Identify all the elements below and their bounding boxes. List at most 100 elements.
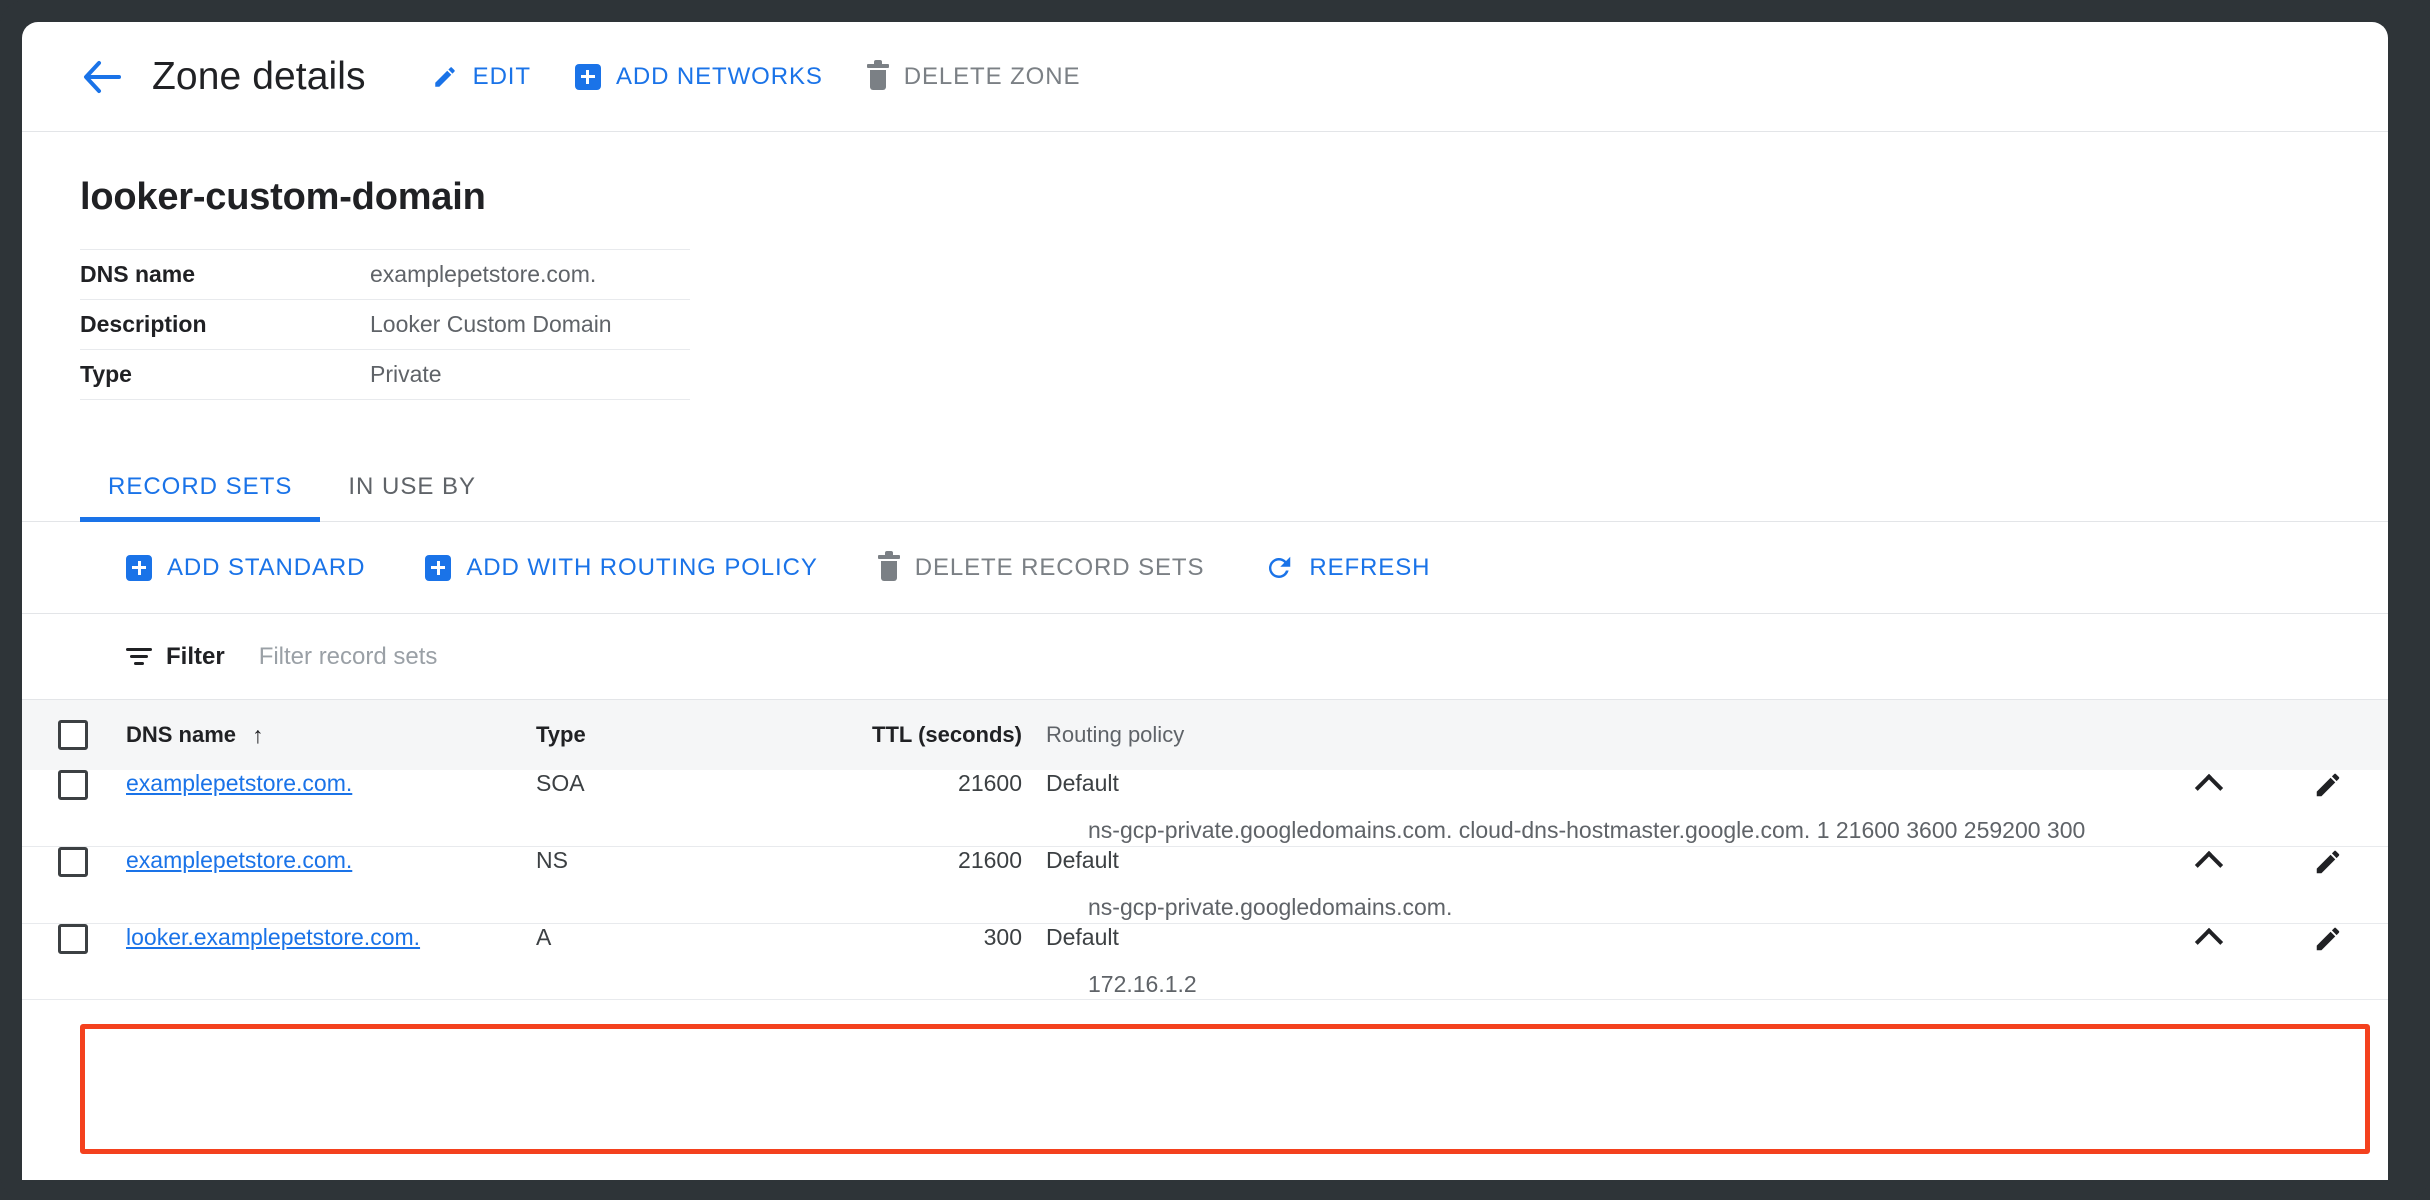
refresh-button[interactable]: REFRESH: [1264, 553, 1430, 583]
column-header-routing-policy[interactable]: Routing policy: [1046, 722, 1185, 747]
zone-details-table: DNS name examplepetstore.com. Descriptio…: [80, 249, 690, 400]
delete-record-sets-label: DELETE RECORD SETS: [914, 553, 1205, 581]
record-sets-toolbar: ADD STANDARD ADD WITH ROUTING POLICY DEL…: [22, 522, 2388, 614]
table-row[interactable]: examplepetstore.com. SOA 21600 Default n…: [22, 770, 2388, 847]
row-ttl-cell: 21600: [776, 770, 1046, 846]
chevron-up-icon[interactable]: [2150, 770, 2268, 796]
column-header-dns-name-label: DNS name: [126, 722, 237, 747]
row-routing-policy: Default: [1046, 770, 1119, 796]
row-type-cell: SOA: [536, 770, 585, 796]
tab-bar: RECORD SETS IN USE BY: [22, 452, 2388, 522]
detail-key-dns-name: DNS name: [80, 261, 196, 287]
row-collapse-cell: [2150, 846, 2268, 923]
filter-input[interactable]: Filter record sets: [258, 642, 438, 670]
back-arrow-icon[interactable]: [76, 50, 130, 104]
top-app-bar: Zone details EDIT ADD NETWORKS: [22, 22, 2388, 132]
edit-zone-button[interactable]: EDIT: [432, 63, 531, 91]
column-header-ttl[interactable]: TTL (seconds): [776, 700, 1046, 770]
row-collapse-cell: [2150, 923, 2268, 1000]
row-edit-cell: [2268, 846, 2388, 923]
tab-record-sets-label: RECORD SETS: [108, 473, 293, 500]
table-row: DNS name examplepetstore.com.: [80, 249, 690, 300]
add-with-routing-policy-label: ADD WITH ROUTING POLICY: [466, 553, 818, 581]
row-ttl-value: 300: [983, 923, 1022, 950]
detail-key-type: Type: [80, 361, 132, 387]
row-rrdata: ns-gcp-private.googledomains.com. cloud-…: [1088, 817, 2086, 843]
row-ttl-value: 21600: [958, 846, 1022, 873]
edit-zone-label: EDIT: [472, 62, 531, 90]
row-rrdata: 172.16.1.2: [1088, 970, 1197, 997]
pencil-icon[interactable]: [2268, 847, 2388, 877]
add-networks-button[interactable]: ADD NETWORKS: [574, 62, 823, 91]
row-ttl-cell: 21600: [776, 846, 1046, 923]
table-row[interactable]: examplepetstore.com. NS 21600 Default ns…: [22, 846, 2388, 924]
detail-value-dns-name: examplepetstore.com.: [370, 261, 597, 287]
filter-bar: Filter Filter record sets: [22, 614, 2388, 700]
select-all-header: [22, 700, 126, 770]
row-select-cell: [22, 923, 126, 1000]
column-header-ttl-label: TTL (seconds): [872, 722, 1022, 747]
chevron-up-icon[interactable]: [2150, 924, 2268, 950]
page-surface: Zone details EDIT ADD NETWORKS: [22, 22, 2388, 1180]
row-checkbox[interactable]: [58, 923, 88, 954]
record-sets-table: DNS name ↑ Type TTL (seconds) Routing po…: [22, 700, 2388, 1000]
add-standard-button[interactable]: ADD STANDARD: [126, 554, 365, 582]
detail-value-type: Private: [370, 361, 442, 387]
zone-summary-section: looker-custom-domain DNS name examplepet…: [22, 132, 2388, 400]
column-header-type[interactable]: Type: [536, 722, 586, 747]
table-header-row: DNS name ↑ Type TTL (seconds) Routing po…: [22, 700, 2388, 770]
row-routing-cell: Default ns-gcp-private.googledomains.com…: [1046, 770, 2150, 846]
add-networks-label: ADD NETWORKS: [615, 62, 823, 90]
plus-box-icon: [126, 554, 152, 581]
plus-box-icon: [574, 63, 601, 90]
column-header-dns-name[interactable]: DNS name ↑: [126, 700, 536, 770]
trash-icon: [866, 59, 889, 90]
detail-value-description: Looker Custom Domain: [370, 311, 612, 337]
pencil-icon[interactable]: [2268, 924, 2388, 954]
row-type-cell: NS: [536, 846, 568, 873]
filter-label: Filter: [166, 642, 225, 670]
row-type-cell: A: [536, 923, 552, 950]
row-select-cell: [22, 846, 126, 923]
tab-in-use-by[interactable]: IN USE BY: [320, 473, 504, 521]
add-with-routing-policy-button[interactable]: ADD WITH ROUTING POLICY: [425, 554, 817, 582]
refresh-label: REFRESH: [1309, 553, 1431, 581]
filter-icon[interactable]: [126, 647, 152, 667]
column-header-edit: [2268, 700, 2388, 770]
delete-zone-button[interactable]: DELETE ZONE: [866, 59, 1081, 91]
table-row: Description Looker Custom Domain: [80, 299, 690, 350]
highlight-annotation-box: [80, 1024, 2370, 1154]
select-all-checkbox[interactable]: [58, 720, 88, 750]
delete-zone-label: DELETE ZONE: [903, 62, 1081, 90]
row-checkbox[interactable]: [58, 846, 88, 877]
row-ttl-value: 21600: [958, 770, 1022, 796]
trash-icon: [877, 550, 900, 581]
detail-key-description: Description: [80, 311, 207, 337]
row-routing-cell: Default ns-gcp-private.googledomains.com…: [1046, 846, 2150, 923]
dns-name-link[interactable]: looker.examplepetstore.com.: [126, 923, 421, 950]
row-edit-cell: [2268, 770, 2388, 846]
dns-name-link[interactable]: examplepetstore.com.: [126, 846, 353, 873]
row-edit-cell: [2268, 923, 2388, 1000]
dns-name-link[interactable]: examplepetstore.com.: [126, 770, 353, 796]
row-routing-cell: Default 172.16.1.2: [1046, 923, 2150, 1000]
row-checkbox[interactable]: [58, 770, 88, 800]
page-title: Zone details: [152, 54, 366, 98]
refresh-icon: [1264, 553, 1294, 583]
tab-in-use-by-label: IN USE BY: [348, 473, 477, 500]
tab-record-sets[interactable]: RECORD SETS: [80, 473, 321, 522]
row-ttl-cell: 300: [776, 923, 1046, 1000]
sort-ascending-icon: ↑: [252, 721, 264, 748]
add-standard-label: ADD STANDARD: [167, 553, 366, 581]
chevron-up-icon[interactable]: [2150, 847, 2268, 873]
top-bar-actions: EDIT ADD NETWORKS DELETE ZONE: [432, 59, 1081, 91]
row-routing-policy: Default: [1046, 923, 1119, 950]
plus-box-icon: [425, 554, 452, 581]
column-header-collapse: [2150, 700, 2268, 770]
pencil-icon[interactable]: [2268, 770, 2388, 800]
row-routing-policy: Default: [1046, 846, 1119, 873]
table-row[interactable]: looker.examplepetstore.com. A 300 Defaul…: [22, 923, 2388, 1000]
delete-record-sets-button[interactable]: DELETE RECORD SETS: [877, 550, 1205, 582]
table-row: Type Private: [80, 349, 690, 400]
